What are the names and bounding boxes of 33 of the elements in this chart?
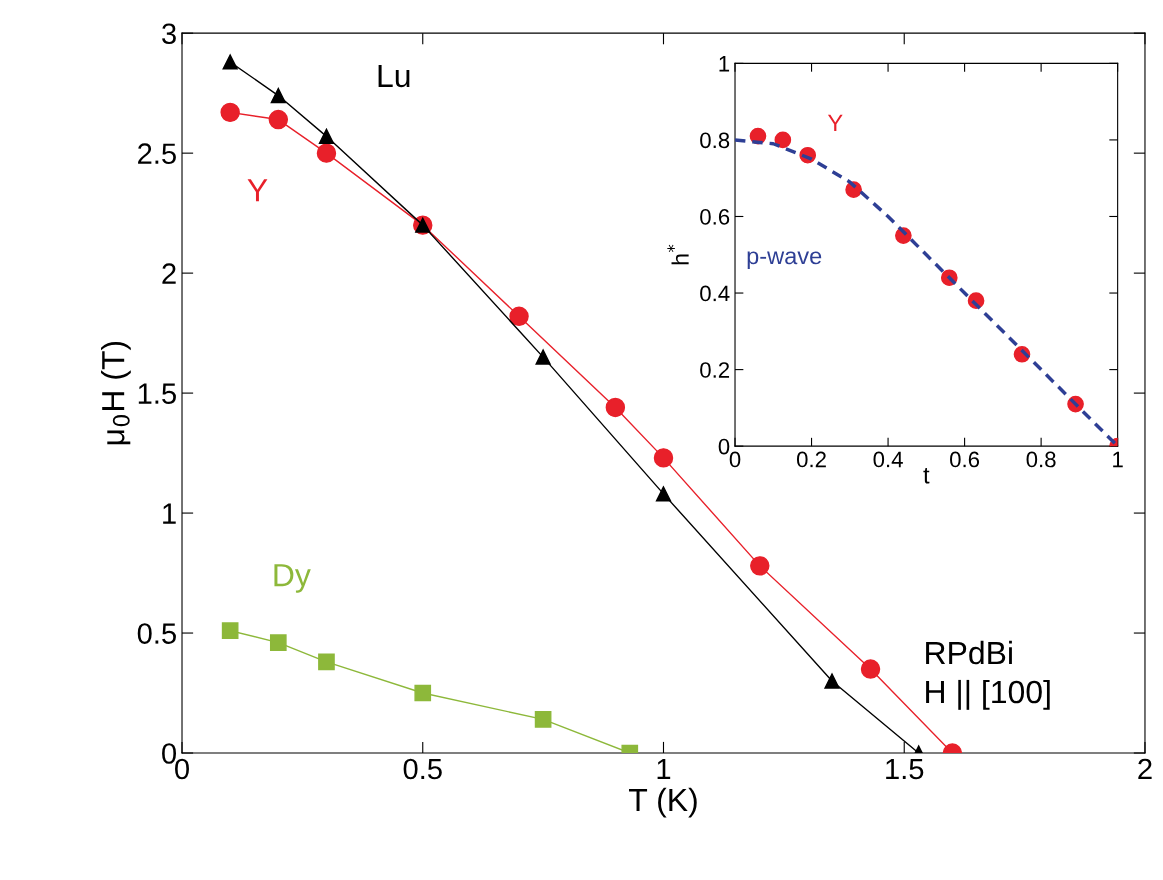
x-axis-title: t xyxy=(923,468,930,484)
x-tick-label: 0.2 xyxy=(796,451,826,468)
x-tick-label: 2 xyxy=(1138,758,1152,780)
y-axis-title: h$^{*}$ xyxy=(667,244,689,265)
x-tick-label: 0 xyxy=(729,451,741,468)
y-tick-label: 1.5 xyxy=(138,383,176,404)
y-tick-label: 0.5 xyxy=(137,623,176,644)
x-tick-label: 1 xyxy=(1113,451,1123,468)
legend-label: Lu xyxy=(378,64,410,88)
y-tick-label: 2.5 xyxy=(138,143,176,164)
x-tick-label: 1 xyxy=(657,758,671,780)
x-tick-label: 0.8 xyxy=(1026,451,1056,468)
series-label: Y xyxy=(827,114,843,132)
y-tick-label: 1 xyxy=(719,56,730,72)
y-tick-label: 0.4 xyxy=(700,285,730,302)
y-tick-label: 1 xyxy=(163,503,176,524)
text: p-wave xyxy=(747,251,822,269)
y-tick-label: 0 xyxy=(718,438,730,455)
series-label: Y xyxy=(247,179,268,202)
y-tick-label: 0.8 xyxy=(700,132,730,149)
y-axis-title: μ$_{0}$H (T) xyxy=(101,341,131,445)
y-tick-label: 0.2 xyxy=(700,362,730,378)
y-tick-label: 0.6 xyxy=(700,209,730,225)
series-label: Dy xyxy=(274,564,311,593)
y-tick-label: 0 xyxy=(162,743,177,764)
x-tick-label: 0.6 xyxy=(950,451,980,468)
x-tick-label: 0.4 xyxy=(873,451,903,468)
x-axis-title: T (K) xyxy=(629,787,697,818)
x-tick-label: 0.5 xyxy=(403,758,442,780)
y-tick-label: 3 xyxy=(162,23,176,45)
annotation: RPdBi H || [100] xyxy=(926,640,1050,710)
y-tick-label: 2 xyxy=(162,263,176,284)
x-tick-label: 1.5 xyxy=(886,758,924,780)
